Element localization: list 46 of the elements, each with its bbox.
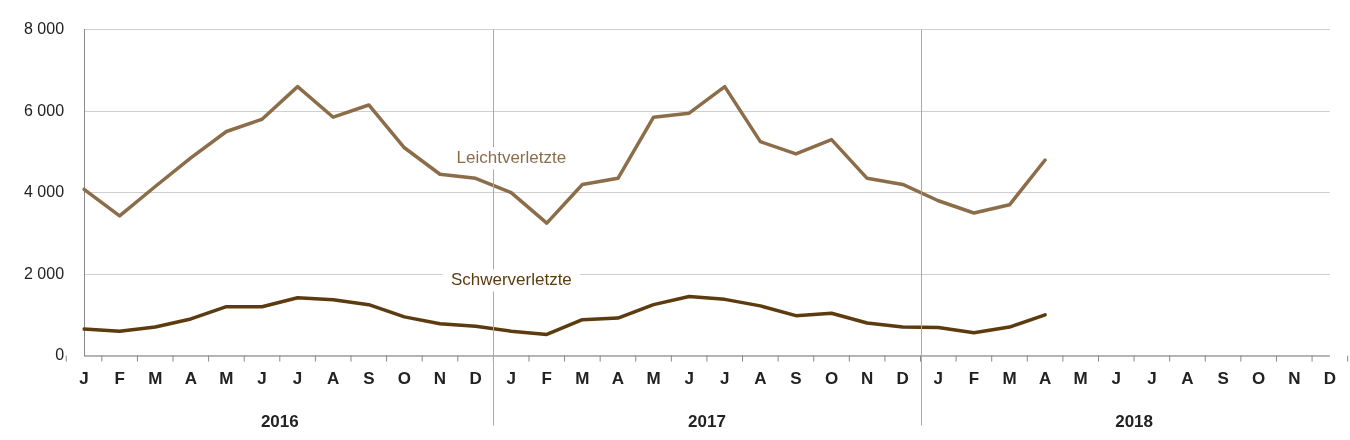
y-tick-label: 4 000: [23, 183, 65, 201]
x-tick-label: N: [1288, 369, 1301, 389]
y-tick-label: 8 000: [23, 20, 65, 38]
x-tick-label: A: [327, 369, 340, 389]
x-tick-label: O: [1252, 369, 1266, 389]
x-tick-label: A: [1181, 369, 1194, 389]
x-tick-label: F: [968, 369, 980, 389]
x-tick-label: M: [1073, 369, 1088, 389]
text: 2017: [688, 412, 726, 432]
x-tick-label: A: [184, 369, 197, 389]
x-tick-label: J: [292, 369, 303, 389]
x-tick-label: N: [860, 369, 874, 389]
x-tick-label: S: [1217, 369, 1229, 389]
y-tick-label: 2 000: [23, 264, 65, 282]
x-tick-label: A: [754, 369, 767, 389]
x-tick-label: J: [933, 369, 944, 389]
x-tick-label: J: [1111, 369, 1122, 389]
x-tick-label: F: [114, 369, 125, 389]
x-tick-label: D: [896, 369, 909, 389]
x-tick-label: M: [575, 369, 590, 389]
x-tick-label: M: [219, 369, 234, 389]
x-tick-label: J: [684, 369, 694, 389]
x-tick-label: J: [720, 369, 730, 389]
x-tick-label: J: [1147, 369, 1157, 389]
x-tick-label: M: [646, 369, 661, 389]
x-tick-label: N: [433, 369, 447, 389]
x-tick-label: O: [397, 369, 412, 389]
x-tick-label: A: [611, 369, 625, 389]
x-tick-label: S: [363, 369, 375, 389]
x-tick-label: D: [1323, 369, 1336, 389]
x-tick-label: M: [148, 369, 163, 389]
y-tick-label: 6 000: [23, 101, 65, 119]
series-label: Schwerverletzte: [450, 270, 572, 290]
x-tick-label: A: [1038, 369, 1052, 389]
x-tick-label: M: [1002, 369, 1017, 389]
x-tick-label: J: [79, 369, 89, 389]
text: 2018: [1115, 412, 1153, 432]
x-tick-label: J: [257, 369, 267, 389]
x-tick-label: O: [824, 369, 839, 389]
x-tick-label: F: [541, 369, 552, 389]
text: 2016: [260, 412, 299, 432]
series-label: Leichtverletzte: [456, 148, 567, 168]
x-tick-label: S: [790, 369, 802, 389]
x-tick-label: J: [506, 369, 516, 389]
x-tick-label: D: [469, 369, 482, 389]
y-tick-label: 0: [55, 346, 65, 364]
